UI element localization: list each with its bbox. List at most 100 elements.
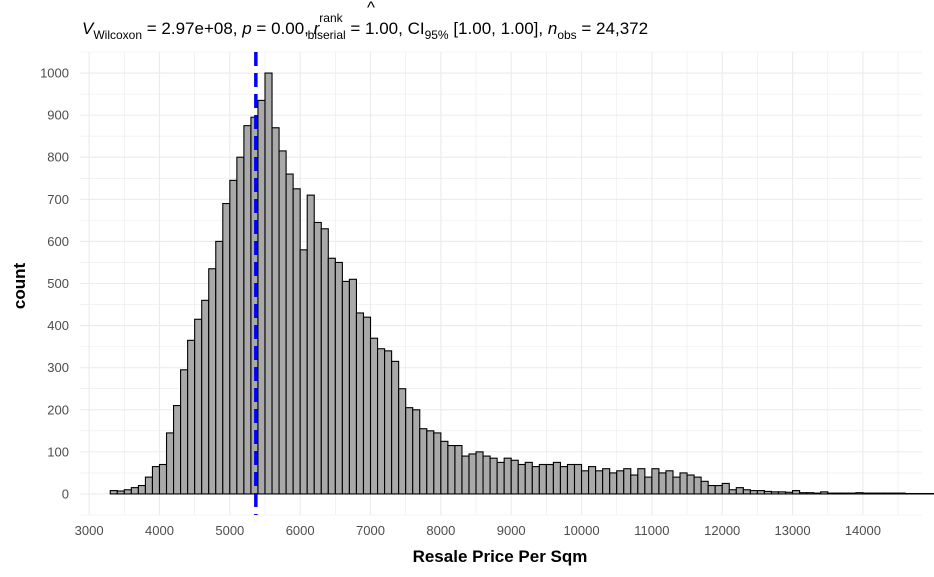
y-tick-label: 0 (62, 486, 69, 501)
title-ci-subscript: 95% (425, 28, 449, 42)
histogram-bar (313, 221, 322, 495)
histogram-bar (890, 492, 899, 495)
histogram-bar (236, 156, 245, 495)
title-ci-value: [1.00, 1.00], (449, 19, 548, 38)
histogram-bar (862, 492, 871, 495)
histogram-bar (348, 278, 357, 495)
histogram-bar (616, 470, 625, 495)
y-tick-label: 100 (47, 444, 69, 459)
y-tick-label: 700 (47, 192, 69, 207)
chart-title: VWilcoxon = 2.97e+08, p = 0.00, rrank bis… (82, 11, 648, 42)
histogram-bar (201, 299, 210, 495)
histogram-bar (151, 466, 161, 495)
histogram-bar (405, 407, 414, 495)
histogram-bar (883, 492, 892, 495)
histogram-bar (137, 484, 146, 495)
title-stat-value: = 2.97e+08, (142, 19, 242, 38)
histogram-bar (735, 487, 744, 495)
histogram-bar (897, 492, 906, 495)
histogram-bar (820, 491, 829, 495)
y-tick-label: 900 (47, 108, 69, 123)
x-tick-label: 14000 (845, 523, 881, 538)
histogram-bar (503, 457, 512, 495)
histogram-bar (362, 316, 372, 495)
histogram-bar (559, 466, 569, 495)
histogram-bar (475, 451, 484, 495)
histogram-bar (376, 348, 386, 495)
x-tick-label: 4000 (145, 523, 174, 538)
histogram-bar (686, 474, 695, 495)
histogram-bar (257, 99, 266, 495)
x-tick-label: 6000 (286, 523, 315, 538)
histogram-bar (285, 173, 294, 495)
histogram-bar (496, 461, 505, 495)
histogram-bar (123, 489, 132, 495)
histogram-bar (728, 489, 737, 495)
histogram-bar (841, 492, 850, 495)
histogram-bar (869, 492, 878, 495)
histogram-bar (644, 476, 653, 495)
histogram-bar (433, 432, 442, 495)
histogram-bar (531, 466, 540, 495)
histogram-bar (391, 360, 400, 495)
histogram-bar (580, 470, 590, 495)
y-tick-label: 1000 (40, 66, 69, 81)
histogram-bar (384, 350, 393, 495)
histogram-bar (327, 257, 336, 495)
x-tick-label: 7000 (356, 523, 385, 538)
histogram-bar (813, 492, 822, 495)
title-p-symbol: p (241, 19, 251, 38)
histogram-bar (180, 369, 189, 495)
histogram-bar (468, 453, 477, 495)
histogram-bar (510, 459, 519, 495)
histogram-bar (278, 150, 287, 495)
histogram-bar (292, 188, 301, 495)
y-tick-labels: 0 100 200 300 400 500 600 700 800 900 1000 (40, 66, 69, 502)
y-axis-title: count (10, 263, 29, 310)
histogram-bar (777, 491, 787, 495)
histogram-bar (208, 268, 217, 495)
histogram-bar (827, 492, 836, 495)
histogram-bar (355, 312, 365, 495)
histogram-bar (721, 482, 730, 495)
histogram-bar (876, 492, 885, 495)
histogram-bar (545, 463, 554, 495)
x-axis-title: Resale Price Per Sqm (413, 547, 588, 566)
histogram-bar (264, 72, 273, 495)
histogram-bar (194, 318, 203, 495)
histogram-bar (229, 179, 238, 495)
title-r-symbol: r (314, 19, 321, 38)
histogram-bar (130, 487, 139, 495)
histogram-bar (630, 474, 639, 495)
histogram-bar (419, 428, 428, 495)
histogram-bar (299, 249, 308, 495)
y-tick-label: 500 (47, 276, 69, 291)
histogram-bar (609, 472, 618, 495)
histogram-bar (369, 337, 379, 495)
histogram-bar (665, 470, 674, 495)
histogram-bar (341, 280, 350, 495)
title-r-superscript: rank (319, 11, 343, 25)
x-tick-label: 10000 (563, 523, 599, 538)
histogram-bar (447, 444, 456, 495)
histogram-bar (749, 490, 758, 495)
histogram-bar (855, 492, 864, 495)
histogram-bar (517, 463, 526, 495)
title-r-subscript: biserial (308, 28, 346, 42)
histogram-bar (763, 490, 773, 495)
histogram-bar (623, 468, 632, 495)
histogram-bar (672, 476, 681, 495)
x-tick-label: 3000 (75, 523, 104, 538)
histogram-bar (756, 490, 765, 495)
histogram-bar (482, 455, 491, 495)
x-tick-label: 13000 (774, 523, 810, 538)
histogram-bar (144, 476, 154, 495)
histogram-bar (426, 430, 435, 495)
histogram-bar (158, 463, 168, 495)
histogram-bar (412, 409, 421, 495)
histogram-bar (806, 492, 815, 495)
histogram-bar (215, 240, 224, 495)
histogram-bar (658, 472, 667, 495)
y-tick-label: 800 (47, 150, 69, 165)
